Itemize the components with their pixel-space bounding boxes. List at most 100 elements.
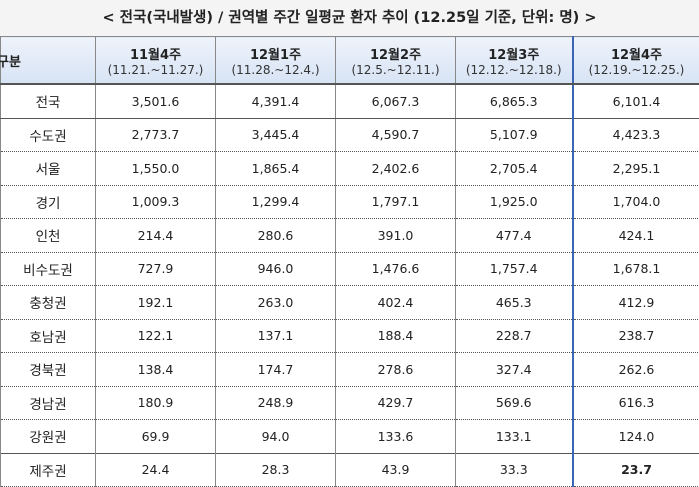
cell: 1,704.0 (573, 185, 699, 219)
cell: 946.0 (216, 252, 336, 286)
row-label: 인천 (1, 219, 96, 253)
cell: 124.0 (573, 420, 699, 454)
cell: 192.1 (96, 286, 216, 320)
cell: 263.0 (216, 286, 336, 320)
cell: 137.1 (216, 319, 336, 353)
cell: 6,865.3 (456, 84, 573, 118)
column-header: 11월4주(11.21.~11.27.) (96, 37, 216, 85)
date-range: (11.21.~11.27.) (96, 63, 215, 77)
column-header: 12월1주(11.28.~12.4.) (216, 37, 336, 85)
cell: 262.6 (573, 353, 699, 387)
cell: 4,590.7 (336, 118, 456, 152)
cell: 69.9 (96, 420, 216, 454)
cell: 1,550.0 (96, 152, 216, 186)
week: 12월2주 (370, 48, 421, 63)
cell: 214.4 (96, 219, 216, 253)
corner-header: 구분 (1, 37, 96, 85)
cell: 238.7 (573, 319, 699, 353)
cell: 1,009.3 (96, 185, 216, 219)
cell: 727.9 (96, 252, 216, 286)
cell: 616.3 (573, 386, 699, 420)
row-label: 제주권 (1, 453, 96, 487)
column-header: 12월2주(12.5.~12.11.) (336, 37, 456, 85)
cell: 133.1 (456, 420, 573, 454)
cell: 2,295.1 (573, 152, 699, 186)
cell: 5,107.9 (456, 118, 573, 152)
cell: 1,797.1 (336, 185, 456, 219)
cell: 6,067.3 (336, 84, 456, 118)
cell: 4,423.3 (573, 118, 699, 152)
cell: 424.1 (573, 219, 699, 253)
cell: 278.6 (336, 353, 456, 387)
week: 12월4주 (611, 48, 662, 63)
cell: 4,391.4 (216, 84, 336, 118)
row-label: 경남권 (1, 386, 96, 420)
cell: 1,678.1 (573, 252, 699, 286)
row-label: 호남권 (1, 319, 96, 353)
cell: 28.3 (216, 453, 336, 487)
row-label: 경북권 (1, 353, 96, 387)
row-label: 전국 (1, 84, 96, 118)
cell: 138.4 (96, 353, 216, 387)
cell: 122.1 (96, 319, 216, 353)
cell: 477.4 (456, 219, 573, 253)
cell: 174.7 (216, 353, 336, 387)
page: < 전국(국내발생) / 권역별 주간 일평균 환자 추이 (12.25일 기준… (0, 0, 699, 472)
cell: 1,865.4 (216, 152, 336, 186)
cell: 465.3 (456, 286, 573, 320)
cell: 6,101.4 (573, 84, 699, 118)
cell: 188.4 (336, 319, 456, 353)
cell: 280.6 (216, 219, 336, 253)
week: 12월1주 (250, 48, 301, 63)
cell: 23.7 (573, 453, 699, 487)
date-range: (11.28.~12.4.) (216, 63, 335, 77)
row-label: 경기 (1, 185, 96, 219)
date-range: (12.12.~12.18.) (456, 63, 572, 77)
column-header: 12월3주(12.12.~12.18.) (456, 37, 573, 85)
week: 12월3주 (488, 48, 539, 63)
cell: 1,757.4 (456, 252, 573, 286)
cell: 33.3 (456, 453, 573, 487)
cell: 1,925.0 (456, 185, 573, 219)
cell: 94.0 (216, 420, 336, 454)
cell: 3,445.4 (216, 118, 336, 152)
cell: 2,773.7 (96, 118, 216, 152)
cell: 1,476.6 (336, 252, 456, 286)
row-label: 서울 (1, 152, 96, 186)
row-label: 수도권 (1, 118, 96, 152)
cell: 2,402.6 (336, 152, 456, 186)
cell: 180.9 (96, 386, 216, 420)
title: < 전국(국내발생) / 권역별 주간 일평균 환자 추이 (12.25일 기준… (0, 0, 699, 36)
column-header: 12월4주(12.19.~12.25.) (573, 37, 699, 85)
row-label: 비수도권 (1, 252, 96, 286)
cell: 391.0 (336, 219, 456, 253)
cell: 412.9 (573, 286, 699, 320)
cell: 133.6 (336, 420, 456, 454)
date-range: (12.5.~12.11.) (336, 63, 455, 77)
cell: 228.7 (456, 319, 573, 353)
row-label: 충청권 (1, 286, 96, 320)
cell: 24.4 (96, 453, 216, 487)
week: 11월4주 (130, 48, 181, 63)
cell: 2,705.4 (456, 152, 573, 186)
cell: 3,501.6 (96, 84, 216, 118)
cell: 327.4 (456, 353, 573, 387)
cell: 43.9 (336, 453, 456, 487)
cell: 429.7 (336, 386, 456, 420)
cell: 402.4 (336, 286, 456, 320)
date-range: (12.19.~12.25.) (574, 63, 699, 77)
